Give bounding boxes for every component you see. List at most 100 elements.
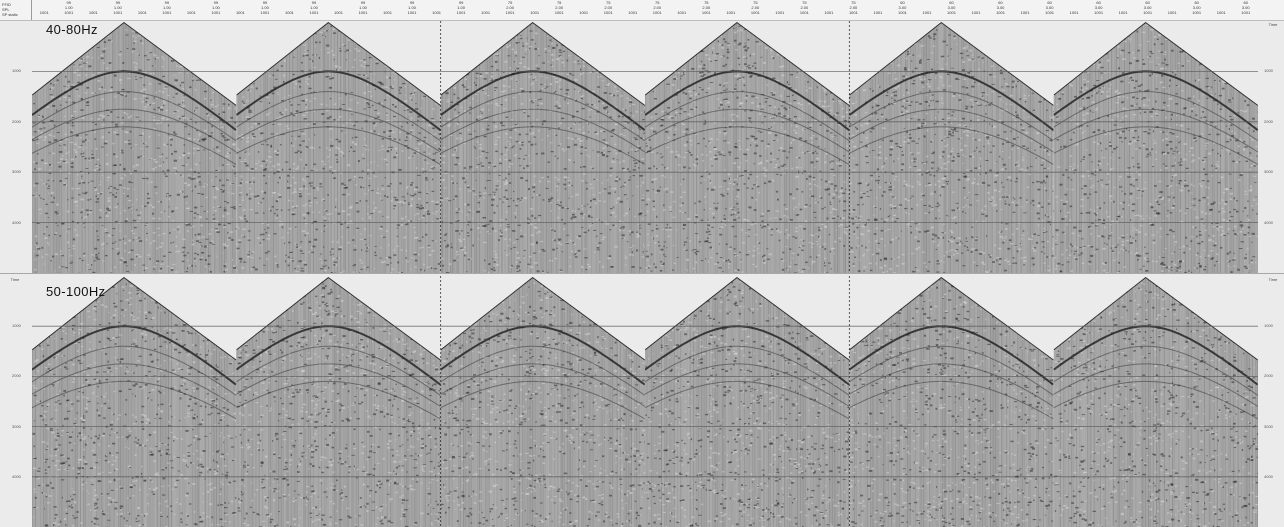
time-axis-right: Time 1000 2000 3000 4000 Time 1000 2000 3000 4000 — [1258, 21, 1284, 527]
header-value-sp-static: 1001 — [1192, 10, 1202, 15]
header-value-sp-static: 1001 — [113, 10, 123, 15]
header-value-sp-static: 1001 — [235, 10, 245, 15]
header-column: 1001 — [916, 0, 938, 20]
header-value-sp-static: 1001 — [579, 10, 589, 15]
header-value-ffid: 75 — [605, 0, 611, 5]
header-value-spl: 2.00 — [604, 5, 613, 10]
header-value-ffid: 60 — [1145, 0, 1150, 5]
header-value-sp-static: 1001 — [750, 10, 760, 15]
header-column: 1001 — [524, 0, 546, 20]
header-value-sp-static: 1001 — [726, 10, 736, 15]
header-column: 1001 — [278, 0, 300, 20]
header-value-sp-static: 1001 — [603, 10, 613, 15]
header-column: 1001 — [82, 0, 104, 20]
header-column: 60 3.00 1001 — [941, 0, 963, 20]
header-value-sp-static: 1001 — [64, 10, 74, 15]
header-value-sp-static: 1001 — [996, 10, 1005, 15]
header-divider — [31, 0, 32, 20]
header-value-spl: 2.00 — [506, 5, 515, 10]
header-value-spl: 1.00 — [113, 5, 122, 10]
shot-gather — [440, 277, 645, 527]
header-column: 1001 — [1210, 0, 1232, 20]
header-value-sp-static: 1001 — [628, 10, 638, 15]
header-column: 1001 — [671, 0, 693, 20]
header-value-sp-static: 1001 — [873, 10, 883, 15]
header-value-ffid: 75 — [802, 0, 807, 5]
header-value-spl: 1.00 — [408, 5, 416, 10]
time-tick-label: 2000 — [12, 118, 21, 124]
header-column: 1001 — [180, 0, 202, 20]
header-column: 99 1.00 1001 — [254, 0, 276, 20]
trace-header-strip: FFID SPL SP static 1001 99 1.00 1001 1001 99… — [0, 0, 1284, 21]
seismic-panel-50-100hz: 50-100Hz — [32, 276, 1258, 527]
seismic-panel-40-80hz: 40-80Hz — [32, 21, 1258, 273]
header-value-spl: 3.00 — [1094, 5, 1103, 10]
header-value-spl: 1.00 — [457, 5, 465, 10]
header-column: 75 2.00 1001 — [499, 0, 521, 20]
header-column: 60 3.00 1001 — [1137, 0, 1159, 20]
header-column: 60 3.00 1001 — [1039, 0, 1061, 20]
header-value-spl: 1.00 — [162, 5, 171, 10]
shot-gather — [32, 277, 237, 527]
header-value-ffid: 99 — [164, 0, 170, 5]
shot-gather — [440, 22, 645, 273]
header-value-sp-static: 1001 — [407, 10, 417, 15]
header-value-sp-static: 1001 — [162, 10, 172, 15]
header-value-sp-static: 1001 — [775, 10, 785, 15]
header-value-spl: 1.00 — [211, 5, 220, 10]
header-value-sp-static: 1001 — [309, 10, 319, 15]
time-tick-label: 4000 — [1264, 219, 1273, 225]
header-value-sp-static: 1001 — [1167, 10, 1177, 15]
header-column: 1001 — [867, 0, 889, 20]
header-value-sp-static: 1001 — [334, 10, 343, 15]
header-value-ffid: 99 — [115, 0, 121, 5]
time-tick-label: 4000 — [12, 219, 21, 225]
header-column: 99 1.00 1001 — [352, 0, 374, 20]
header-column: 99 1.00 1001 — [401, 0, 423, 20]
header-value-sp-static: 1001 — [1241, 10, 1251, 15]
header-column: 1001 — [131, 0, 153, 20]
shot-gather — [645, 277, 850, 527]
header-value-sp-static: 1001 — [211, 10, 221, 15]
header-value-sp-static: 1001 — [432, 10, 442, 15]
header-column: 99 1.00 1001 — [303, 0, 325, 20]
header-value-spl: 2.00 — [849, 5, 858, 10]
header-value-ffid: 60 — [900, 0, 905, 5]
header-column: 99 1.00 1001 — [450, 0, 472, 20]
header-value-sp-static: 1001 — [358, 10, 368, 15]
header-column: 1001 — [1161, 0, 1183, 20]
header-value-sp-static: 1001 — [824, 10, 834, 15]
seismic-gather-image — [32, 21, 1258, 273]
seismic-gather-image — [32, 276, 1258, 527]
header-value-sp-static: 1001 — [260, 10, 270, 15]
header-value-ffid: 75 — [851, 0, 856, 5]
header-column: 60 3.00 1001 — [891, 0, 913, 20]
header-value-ffid: 75 — [753, 0, 758, 5]
header-value-spl: 1.00 — [261, 5, 269, 10]
header-value-spl: 2.00 — [702, 5, 711, 10]
header-column: 1001 — [1063, 0, 1085, 20]
header-column: 1001 — [475, 0, 497, 20]
header-value-ffid: 99 — [213, 0, 219, 5]
header-value-spl: 2.00 — [653, 5, 662, 10]
header-value-sp-static: 1001 — [505, 10, 515, 15]
header-column: 60 3.00 1001 — [1088, 0, 1110, 20]
header-value-spl: 1.00 — [64, 5, 73, 10]
header-value-spl: 3.00 — [1045, 5, 1054, 10]
header-column: 75 2.00 1001 — [842, 0, 864, 20]
header-columns: 1001 99 1.00 1001 1001 99 1.00 1001 1001 99 1.00… — [32, 0, 1258, 20]
header-column: 75 2.00 1001 — [793, 0, 815, 20]
shot-gather — [1053, 277, 1258, 527]
header-value-sp-static: 1001 — [186, 10, 196, 15]
axis-title: Time — [10, 277, 20, 282]
header-column: 1001 — [377, 0, 399, 20]
header-column: 99 1.00 1001 — [156, 0, 178, 20]
header-column: 1001 — [1014, 0, 1036, 20]
header-value-sp-static: 1001 — [530, 10, 540, 15]
header-value-sp-static: 1001 — [799, 10, 809, 15]
axis-title: Time — [1268, 22, 1278, 27]
header-value-sp-static: 1001 — [652, 10, 662, 15]
header-value-sp-static: 1001 — [898, 10, 907, 15]
header-value-sp-static: 1001 — [971, 10, 981, 15]
header-value-ffid: 60 — [998, 0, 1003, 5]
